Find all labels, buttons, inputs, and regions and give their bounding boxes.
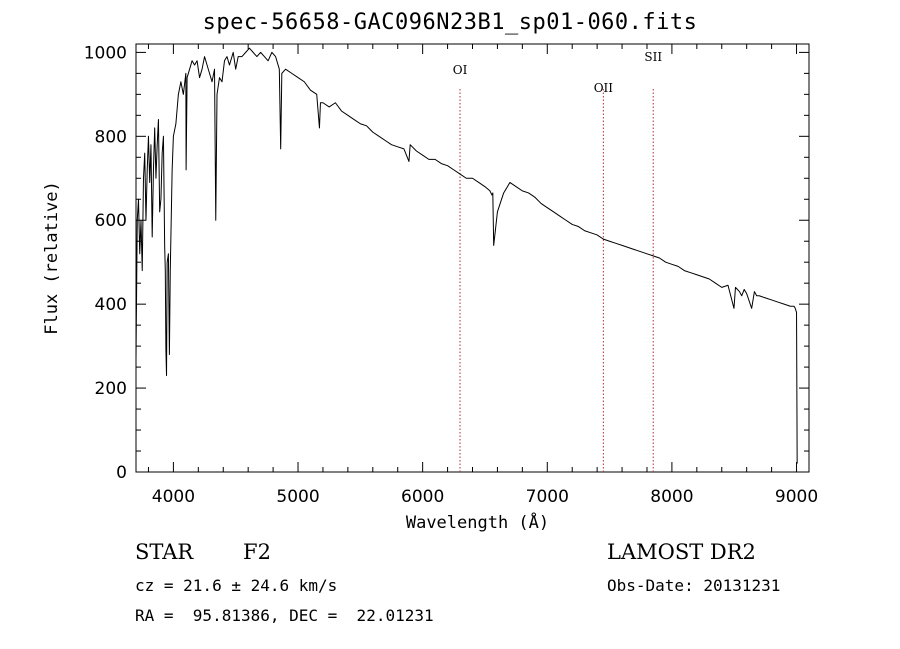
spectrum-line — [135, 47, 798, 464]
object-class: STAR — [135, 540, 194, 564]
redshift-cz: cz = 21.6 ± 24.6 km/s — [135, 576, 338, 595]
y-tick-label: 0 — [116, 463, 127, 483]
survey-label: LAMOST DR2 — [607, 540, 756, 564]
x-tick-label: 9000 — [775, 487, 818, 507]
y-tick-label: 400 — [95, 295, 127, 315]
line-marker-label: OI — [453, 63, 468, 77]
x-tick-label: 8000 — [650, 487, 693, 507]
obs-date: Obs-Date: 20131231 — [607, 576, 781, 595]
x-tick-label: 4000 — [152, 487, 195, 507]
x-axis-label: Wavelength (Å) — [406, 511, 549, 533]
y-tick-label: 200 — [95, 379, 127, 399]
x-tick-label: 5000 — [276, 487, 319, 507]
y-axis-label: Flux (relative) — [42, 181, 62, 335]
y-tick-label: 800 — [95, 127, 127, 147]
line-marker-label: OII — [594, 81, 614, 95]
line-marker-label: SII — [644, 50, 662, 64]
plot-frame — [135, 43, 810, 473]
chart-title: spec-56658-GAC096N23B1_sp01-060.fits — [202, 10, 698, 35]
y-tick-label: 600 — [95, 211, 127, 231]
x-tick-label: 6000 — [401, 487, 444, 507]
object-subclass: F2 — [243, 540, 271, 564]
coordinates: RA = 95.81386, DEC = 22.01231 — [135, 606, 434, 625]
x-tick-label: 7000 — [526, 487, 569, 507]
y-tick-label: 1000 — [84, 43, 127, 63]
